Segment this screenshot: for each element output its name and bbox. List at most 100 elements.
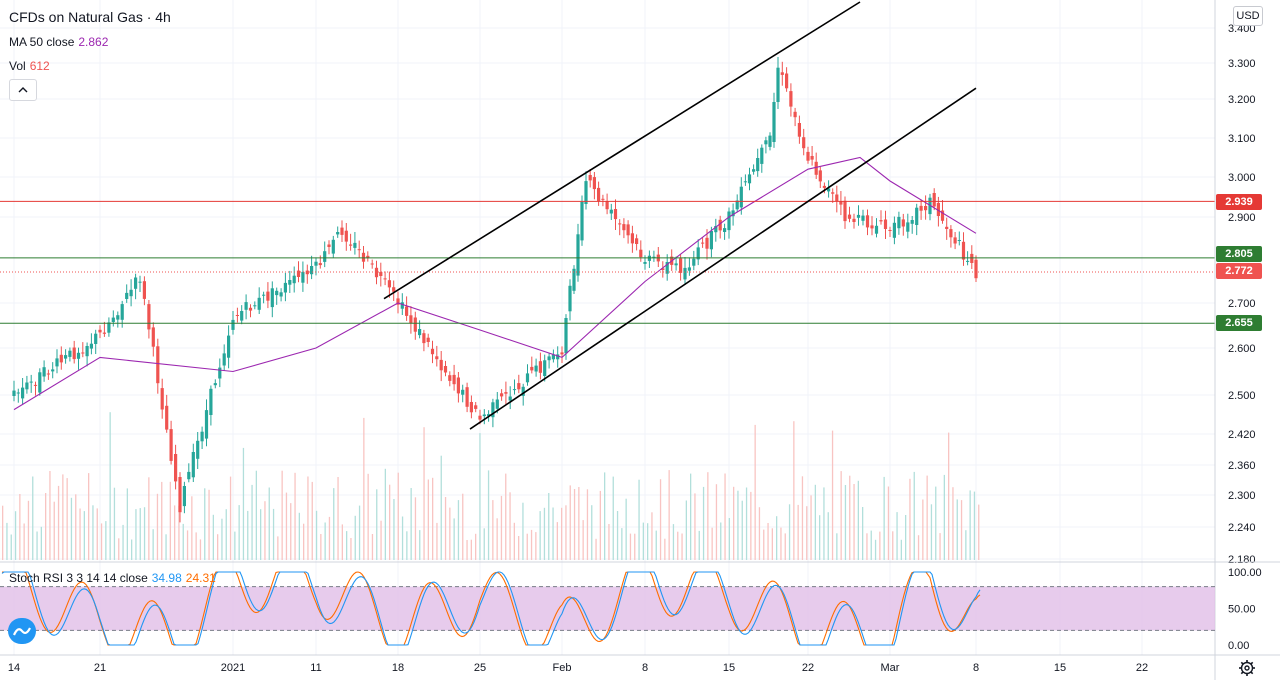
volume-bar xyxy=(170,482,171,560)
time-tick-label: Mar xyxy=(881,662,900,674)
stoch-tick-label: 50.00 xyxy=(1228,604,1256,616)
volume-bar xyxy=(204,488,205,560)
time-tick-label: 8 xyxy=(973,662,979,674)
candle-body xyxy=(17,393,20,394)
volume-bar xyxy=(849,476,850,560)
candle-body xyxy=(12,391,15,396)
volume-legend[interactable]: Vol 612 xyxy=(9,58,50,74)
volume-bar xyxy=(673,524,674,560)
candle-body xyxy=(688,267,691,270)
candle-body xyxy=(560,352,563,354)
candle-body xyxy=(275,291,278,295)
volume-bar xyxy=(669,470,670,560)
volume-bar xyxy=(552,508,553,561)
candle-body xyxy=(258,298,261,310)
time-tick-label: 22 xyxy=(1136,662,1148,674)
candle-body xyxy=(879,220,882,221)
volume-bar xyxy=(909,479,910,560)
candle-body xyxy=(457,378,460,394)
volume-bar xyxy=(561,508,562,560)
price-tick-label: 2.240 xyxy=(1228,522,1256,534)
currency-badge[interactable]: USD xyxy=(1233,6,1263,26)
candle-body xyxy=(635,238,638,244)
volume-bar xyxy=(97,508,98,560)
volume-bar xyxy=(828,512,829,560)
candle-body xyxy=(103,333,106,334)
candle-body xyxy=(589,175,592,180)
volume-bar xyxy=(277,536,278,560)
volume-bar xyxy=(944,475,945,560)
volume-bar xyxy=(131,540,132,561)
candle-body xyxy=(170,429,173,461)
candle-body xyxy=(60,355,63,363)
candle-body xyxy=(405,307,408,316)
candle-body xyxy=(240,311,243,321)
volume-bar xyxy=(316,511,317,560)
tradingview-logo-icon[interactable] xyxy=(8,618,36,644)
price-tick-label: 3.200 xyxy=(1228,94,1256,106)
candle-body xyxy=(748,174,751,183)
candle-body xyxy=(470,402,473,412)
volume-bar xyxy=(604,472,605,560)
volume-bar xyxy=(466,540,467,560)
volume-bar xyxy=(505,474,506,560)
volume-bar xyxy=(608,524,609,560)
volume-bar xyxy=(428,480,429,561)
candle-body xyxy=(156,346,159,383)
price-tick-label: 2.360 xyxy=(1228,460,1256,472)
candle-body xyxy=(310,266,313,274)
candle-body xyxy=(288,280,291,285)
time-tick-label: 22 xyxy=(802,662,814,674)
candle-body xyxy=(134,278,137,289)
volume-bar xyxy=(509,492,510,560)
stoch-rsi-legend[interactable]: Stoch RSI 3 3 14 14 close 34.98 24.31 xyxy=(9,571,216,585)
time-tick-label: 2021 xyxy=(221,662,245,674)
candle-body xyxy=(835,195,838,202)
stoch-tick-label: 100.00 xyxy=(1228,567,1262,579)
candle-body xyxy=(530,367,533,371)
candle-body xyxy=(51,369,54,371)
candle-body xyxy=(870,225,873,228)
time-tick-label: Feb xyxy=(553,662,572,674)
volume-bar xyxy=(694,493,695,560)
volume-bar xyxy=(630,534,631,560)
volume-bar xyxy=(922,500,923,561)
volume-bar xyxy=(342,524,343,560)
volume-bar xyxy=(819,515,820,560)
volume-bar xyxy=(355,516,356,560)
volume-bar xyxy=(535,532,536,560)
candle-body xyxy=(349,245,352,246)
price-tick-label: 2.900 xyxy=(1228,212,1256,224)
candle-body xyxy=(21,388,24,399)
stoch-tick-label: 0.00 xyxy=(1228,640,1249,652)
candle-body xyxy=(345,231,348,242)
volume-bar xyxy=(135,509,136,560)
volume-bar xyxy=(221,519,222,560)
volume-bar xyxy=(707,472,708,560)
volume-bar xyxy=(931,504,932,560)
gear-icon[interactable] xyxy=(1238,659,1256,677)
candle-body xyxy=(25,383,28,390)
candle-body xyxy=(409,315,412,323)
volume-bar xyxy=(858,481,859,560)
volume-bar xyxy=(755,425,756,560)
volume-bar xyxy=(888,487,889,561)
volume-bar xyxy=(2,506,3,560)
candle-body xyxy=(509,397,512,401)
volume-bar xyxy=(772,528,773,560)
volume-bar xyxy=(88,473,89,560)
volume-bar xyxy=(161,482,162,560)
volume-bar xyxy=(196,532,197,560)
candle-body xyxy=(218,368,221,379)
ma-legend[interactable]: MA 50 close 2.862 xyxy=(9,34,108,50)
volume-bar xyxy=(600,491,601,560)
candle-body xyxy=(474,405,477,409)
volume-bar xyxy=(634,534,635,560)
candle-body xyxy=(358,249,361,250)
channel-lower-line xyxy=(470,88,976,429)
volume-bar xyxy=(118,538,119,560)
volume-bar xyxy=(664,539,665,560)
collapse-legend-button[interactable] xyxy=(9,79,37,101)
volume-bar xyxy=(810,495,811,560)
last-price-tag: 2.772 xyxy=(1216,263,1262,279)
